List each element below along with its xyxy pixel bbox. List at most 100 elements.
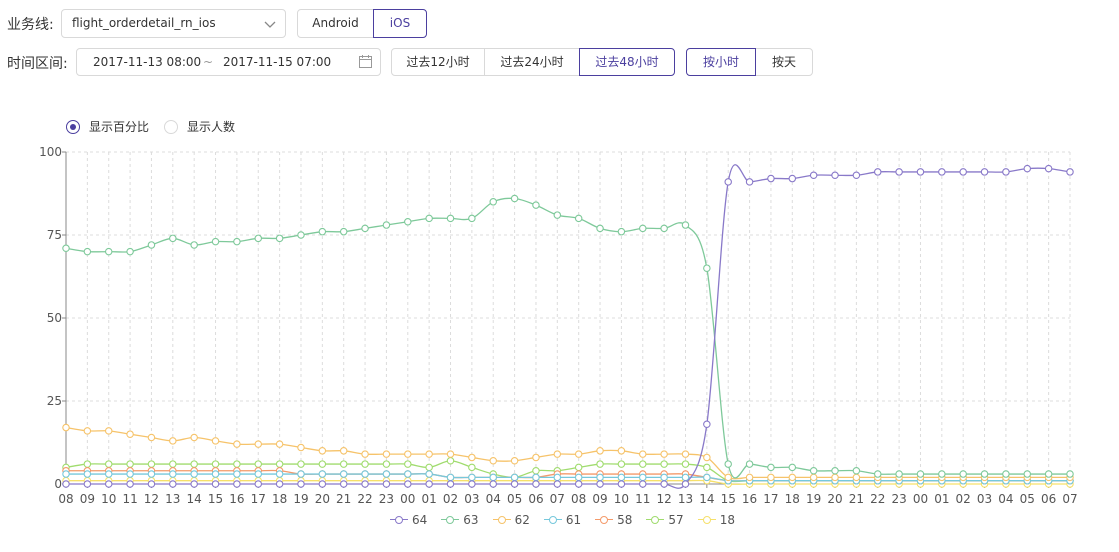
legend-item-57[interactable]: 57 xyxy=(646,513,684,527)
range-separator: ~ xyxy=(203,55,214,69)
legend-item-62[interactable]: 62 xyxy=(492,513,530,527)
data-point xyxy=(62,480,70,488)
data-point xyxy=(425,214,433,223)
data-point xyxy=(318,480,327,488)
data-point xyxy=(254,470,263,478)
data-point xyxy=(147,470,156,478)
data-point xyxy=(639,480,647,488)
data-point xyxy=(852,171,861,179)
data-point xyxy=(639,224,647,233)
data-point xyxy=(382,480,391,488)
x-tick-label: 00 xyxy=(913,492,928,506)
platform-android-button[interactable]: Android xyxy=(297,9,374,38)
data-point xyxy=(574,473,583,482)
data-point xyxy=(724,178,732,186)
data-point xyxy=(147,480,156,488)
granularity-hour-button[interactable]: 按小时 xyxy=(686,48,756,76)
x-tick-label: 19 xyxy=(293,492,308,506)
data-point xyxy=(318,460,327,468)
data-point xyxy=(446,457,455,465)
legend-label: 61 xyxy=(565,513,582,527)
y-tick-label: 0 xyxy=(54,477,62,491)
data-point xyxy=(297,443,305,452)
data-point xyxy=(361,224,369,233)
data-point xyxy=(574,450,583,458)
data-point xyxy=(339,470,348,478)
data-point xyxy=(468,473,476,482)
data-point xyxy=(62,470,70,478)
data-point xyxy=(468,453,476,462)
legend-item-58[interactable]: 58 xyxy=(595,513,632,527)
x-tick-label: 05 xyxy=(1020,492,1035,506)
data-point xyxy=(233,470,241,478)
quick-range-48h-button[interactable]: 过去48小时 xyxy=(579,48,675,76)
radio-show-percentage[interactable]: 显示百分比 xyxy=(66,118,149,135)
data-point xyxy=(724,473,732,482)
chart-legend: 64 63 62 61 58 57 18 xyxy=(390,513,735,527)
data-point xyxy=(959,168,967,176)
platform-ios-button[interactable]: iOS xyxy=(373,9,427,38)
data-point xyxy=(788,174,797,183)
x-tick-label: 15 xyxy=(721,492,736,506)
data-point xyxy=(83,470,92,478)
legend-label: 63 xyxy=(463,513,479,527)
legend-item-64[interactable]: 64 xyxy=(390,513,427,527)
data-point xyxy=(596,224,604,233)
data-point xyxy=(809,171,818,179)
data-point xyxy=(275,234,284,243)
data-point xyxy=(532,480,540,488)
data-point xyxy=(254,234,263,243)
data-point xyxy=(745,473,754,482)
x-tick-label: 23 xyxy=(379,492,394,506)
data-point xyxy=(361,460,369,468)
data-point xyxy=(809,466,818,475)
x-tick-label: 17 xyxy=(251,492,266,506)
data-point xyxy=(254,440,263,448)
series-64 xyxy=(62,164,1074,489)
platform-toggle: Android iOS xyxy=(297,9,427,38)
data-point xyxy=(596,473,604,482)
data-point xyxy=(681,460,690,468)
data-point xyxy=(382,460,391,468)
data-point xyxy=(339,460,348,468)
data-point xyxy=(126,247,134,256)
data-point xyxy=(104,480,113,488)
data-point xyxy=(297,460,305,468)
data-point xyxy=(404,460,412,468)
data-point xyxy=(852,466,861,475)
granularity-day-button[interactable]: 按天 xyxy=(755,48,813,76)
data-point xyxy=(126,460,134,468)
quick-range-24h-button[interactable]: 过去24小时 xyxy=(484,48,580,76)
time-range-label: 时间区间: xyxy=(7,56,68,72)
data-point xyxy=(553,480,562,488)
x-tick-label: 18 xyxy=(785,492,800,506)
data-point xyxy=(62,244,70,253)
data-point xyxy=(275,480,284,488)
data-point xyxy=(510,480,519,488)
data-point xyxy=(404,217,412,226)
radio-show-count[interactable]: 显示人数 xyxy=(164,118,235,135)
legend-item-18[interactable]: 18 xyxy=(697,513,735,527)
data-point xyxy=(147,241,156,249)
x-tick-label: 08 xyxy=(58,492,73,506)
data-point xyxy=(83,427,92,435)
quick-range-12h-button[interactable]: 过去12小时 xyxy=(391,48,485,76)
date-range-picker[interactable]: 2017-11-13 08:00 ~ 2017-11-15 07:00 xyxy=(76,48,381,76)
data-point xyxy=(639,450,647,458)
legend-item-63[interactable]: 63 xyxy=(441,513,479,527)
data-point xyxy=(532,201,540,209)
legend-item-61[interactable]: 61 xyxy=(543,513,582,527)
start-time[interactable]: 2017-11-13 08:00 xyxy=(93,55,202,69)
data-point xyxy=(83,480,92,488)
data-point xyxy=(211,460,220,468)
business-line-select[interactable]: flight_orderdetail_rn_ios xyxy=(61,9,286,38)
data-point xyxy=(382,450,391,458)
end-time[interactable]: 2017-11-15 07:00 xyxy=(223,55,332,69)
x-tick-label: 21 xyxy=(336,492,351,506)
data-point xyxy=(873,470,882,478)
data-point xyxy=(724,460,732,468)
data-point xyxy=(1023,470,1032,478)
data-point xyxy=(297,470,305,478)
chevron-down-icon xyxy=(264,21,276,28)
chart-grid xyxy=(66,151,1071,484)
